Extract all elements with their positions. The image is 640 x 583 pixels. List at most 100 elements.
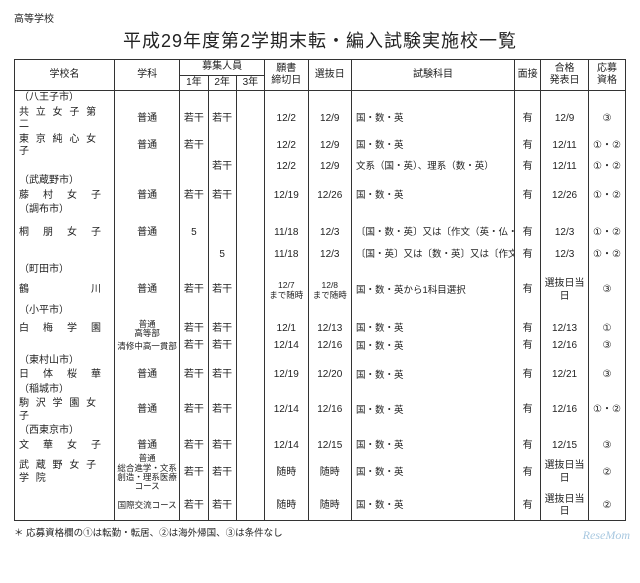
- cap-y1: 若干: [180, 277, 208, 304]
- dept: 普通: [115, 397, 180, 424]
- school-name: [15, 248, 115, 263]
- city-label: （調布市）: [15, 203, 115, 218]
- sel-date: 12/26: [308, 189, 351, 204]
- dept: 普通: [115, 106, 180, 133]
- interview: 有: [515, 226, 541, 241]
- interview: 有: [515, 160, 541, 175]
- qualif: ①: [588, 319, 625, 340]
- school-name: 白 梅 学 園: [15, 319, 115, 340]
- subjects: 国・数・英: [352, 453, 515, 492]
- th-y1: 1年: [180, 75, 208, 91]
- dept: 普通: [115, 189, 180, 204]
- table-header: 学校名 学科 募集人員 願書 締切日 選抜日 試験科目 面接 合格 発表日 応募…: [15, 60, 626, 91]
- sel-date: 12/3: [308, 248, 351, 263]
- th-sel: 選抜日: [308, 60, 351, 91]
- th-y3: 3年: [236, 75, 264, 91]
- qualif: ③: [588, 339, 625, 354]
- qualif: ①・②: [588, 160, 625, 175]
- cap-y1: 若干: [180, 453, 208, 492]
- dept: [115, 160, 180, 175]
- cap-y1: 若干: [180, 319, 208, 340]
- th-cap: 募集人員: [180, 60, 265, 76]
- announce: 選抜日当日: [541, 453, 589, 492]
- cap-y1: 若干: [180, 397, 208, 424]
- subjects: 国・数・英: [352, 339, 515, 354]
- subjects: 国・数・英: [352, 189, 515, 204]
- deadline: 随時: [265, 453, 308, 492]
- deadline: 11/18: [265, 248, 308, 263]
- cap-y3: [236, 439, 264, 454]
- interview: 有: [515, 248, 541, 263]
- qualif: ①・②: [588, 189, 625, 204]
- qualif: ③: [588, 106, 625, 133]
- dept: 清修中高一貫部: [115, 339, 180, 354]
- announce: 12/15: [541, 439, 589, 454]
- school-name: 駒 沢 学 園 女 子: [15, 397, 115, 424]
- announce: 12/26: [541, 189, 589, 204]
- cap-y1: 若干: [180, 133, 208, 160]
- sel-date: 12/8 まで随時: [308, 277, 351, 304]
- announce: 12/3: [541, 226, 589, 241]
- city-label: （武蔵野市）: [15, 174, 115, 189]
- subjects: 国・数・英: [352, 439, 515, 454]
- dept: 普通: [115, 277, 180, 304]
- cap-y2: 若干: [208, 189, 236, 204]
- cap-y2: 若干: [208, 160, 236, 175]
- school-name: 日 体 桜 華: [15, 368, 115, 383]
- announce: 12/21: [541, 368, 589, 383]
- watermark-logo: ReseMom: [583, 528, 630, 543]
- city-label: （稲城市）: [15, 383, 115, 398]
- qualif: ③: [588, 439, 625, 454]
- page-title: 平成29年度第2学期末転・編入試験実施校一覧: [14, 27, 626, 53]
- deadline: 12/2: [265, 106, 308, 133]
- cap-y2: 若干: [208, 277, 236, 304]
- subjects: 文系（国・英）、理系（数・英）: [352, 160, 515, 175]
- announce: 12/11: [541, 160, 589, 175]
- dept: 普通: [115, 133, 180, 160]
- interview: 有: [515, 493, 541, 521]
- school-name: 桐 朋 女 子: [15, 226, 115, 241]
- dept: 普通: [115, 226, 180, 241]
- sel-date: 12/16: [308, 397, 351, 424]
- cap-y3: [236, 453, 264, 492]
- deadline: 12/7 まで随時: [265, 277, 308, 304]
- announce: 12/3: [541, 248, 589, 263]
- subjects: 〔国・数・英〕又は〔作文（英・仏・独から選択）〕: [352, 226, 515, 241]
- interview: 有: [515, 453, 541, 492]
- deadline: 12/19: [265, 189, 308, 204]
- cap-y2: 若干: [208, 368, 236, 383]
- interview: 有: [515, 189, 541, 204]
- deadline: 12/19: [265, 368, 308, 383]
- cap-y2: 若干: [208, 397, 236, 424]
- dept: 普通: [115, 368, 180, 383]
- footnote: ＊ 応募資格欄の①は転勤・転居、②は海外帰国、③は条件なし: [14, 525, 626, 539]
- cap-y3: [236, 397, 264, 424]
- announce: 選抜日当日: [541, 493, 589, 521]
- cap-y2: [208, 133, 236, 160]
- deadline: 12/2: [265, 133, 308, 160]
- cap-y2: 5: [208, 248, 236, 263]
- cap-y2: 若干: [208, 319, 236, 340]
- city-label: （八王子市）: [15, 91, 115, 106]
- deadline: 12/14: [265, 397, 308, 424]
- cap-y3: [236, 319, 264, 340]
- school-name: 鶴 川: [15, 277, 115, 304]
- cap-y1: 若干: [180, 106, 208, 133]
- deadline: 12/2: [265, 160, 308, 175]
- interview: 有: [515, 319, 541, 340]
- dept: 普通 総合進学・文系創造・理系医療コース: [115, 453, 180, 492]
- qualif: ①・②: [588, 133, 625, 160]
- interview: 有: [515, 368, 541, 383]
- school-name: [15, 339, 115, 354]
- cap-y2: 若干: [208, 453, 236, 492]
- interview: 有: [515, 133, 541, 160]
- cap-y1: 5: [180, 226, 208, 241]
- dept: [115, 248, 180, 263]
- cap-y1: 若干: [180, 368, 208, 383]
- city-label: （町田市）: [15, 263, 115, 278]
- interview: 有: [515, 439, 541, 454]
- cap-y2: [208, 226, 236, 241]
- qualif: ③: [588, 277, 625, 304]
- subjects: 国・数・英: [352, 319, 515, 340]
- top-label: 高等学校: [14, 10, 626, 25]
